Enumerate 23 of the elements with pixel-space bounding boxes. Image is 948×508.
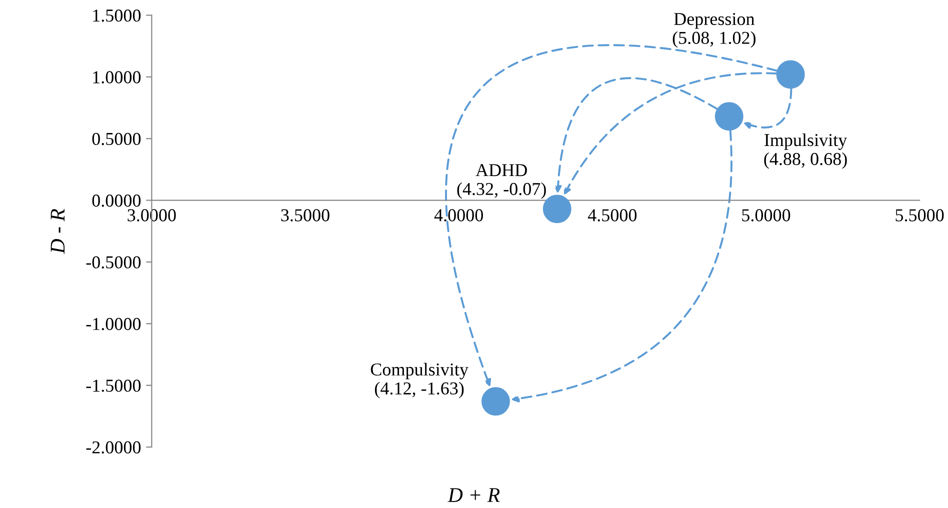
- x-tick-label: 3.5000: [281, 209, 330, 222]
- y-axis-title: D - R: [50, 208, 65, 254]
- point: [776, 60, 805, 89]
- annotation: Compulsivity (4.12, -1.63): [370, 362, 468, 398]
- annotation: ADHD (4.32, -0.07): [457, 164, 546, 199]
- y-tick-label: 1.0000: [93, 71, 141, 84]
- x-tick-label: 5.0000: [742, 209, 790, 222]
- y-tick-label: -0.5000: [86, 256, 141, 269]
- point: [481, 387, 510, 416]
- y-tick-label: -1.0000: [86, 318, 141, 330]
- x-tick-label: 4.5000: [588, 209, 637, 222]
- annotation: Depression (5.08, 1.02): [672, 12, 756, 48]
- x-tick-label: 4.0000: [434, 209, 483, 222]
- y-tick-label: 1.5000: [93, 9, 141, 22]
- y-tick-label: -2.0000: [86, 441, 141, 454]
- y-tick-label: 0.0000: [92, 194, 141, 207]
- point: [714, 102, 744, 131]
- x-tick-label: 3.0000: [128, 209, 176, 222]
- x-axis-title: D + R: [448, 488, 500, 502]
- y-tick-label: -1.5000: [86, 380, 141, 392]
- y-tick-label: 0.5000: [92, 132, 141, 146]
- annotation: Impulsivity (4.88, 0.68): [764, 133, 848, 169]
- x-tick-label: 5.5000: [896, 209, 944, 222]
